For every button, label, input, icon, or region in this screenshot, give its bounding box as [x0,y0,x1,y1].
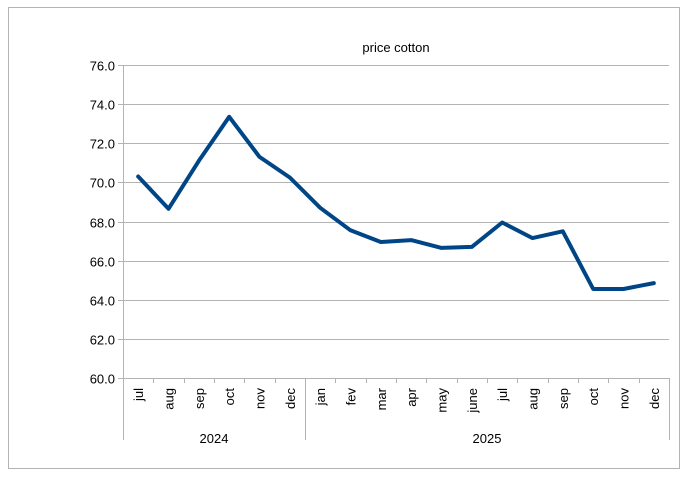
y-tick-label: 66.0 [90,255,115,270]
x-tick-label: jul [131,388,146,402]
x-tick-label: oct [222,388,237,406]
x-tick-label: oct [586,388,601,406]
chart-title: price cotton [362,40,429,55]
x-tick-label: sep [192,388,207,409]
x-axis-ticks: jul aug sep oct nov dec jan fev mar apr may june jul… [123,378,670,414]
x-tick-label: apr [404,387,419,406]
y-tick-label: 60.0 [90,372,115,387]
x-tick-label: mar [374,387,389,410]
series-layer [136,114,656,291]
x-tick-label: aug [162,388,177,410]
y-tick-label: 70.0 [90,176,115,191]
axes [123,65,669,440]
x-tick-label: nov [617,388,632,409]
x-tick-label: jul [495,388,510,402]
grid-lines [123,65,669,379]
y-axis-ticks: 60.0 62.0 64.0 66.0 68.0 70.0 72.0 74.0 76.0 [90,59,123,387]
x-tick-label: may [435,388,450,413]
x-tick-label: nov [253,388,268,409]
y-tick-label: 72.0 [90,137,115,152]
x-tick-label: sep [556,388,571,409]
y-tick-label: 64.0 [90,294,115,309]
y-tick-label: 76.0 [90,59,115,74]
x-tick-label: fev [344,388,359,406]
series-line [136,114,656,291]
x-tick-label: jan [313,388,328,406]
y-tick-label: 62.0 [90,333,115,348]
x-tick-label: aug [526,388,541,410]
x-axis-year-groups: 2024 2025 [200,378,670,446]
x-group-label: 2025 [473,431,502,446]
y-tick-label: 74.0 [90,98,115,113]
x-tick-label: dec [283,388,298,409]
x-group-label: 2024 [200,431,229,446]
x-tick-label: dec [647,388,662,409]
x-tick-label: june [465,388,480,414]
y-tick-label: 68.0 [90,216,115,231]
